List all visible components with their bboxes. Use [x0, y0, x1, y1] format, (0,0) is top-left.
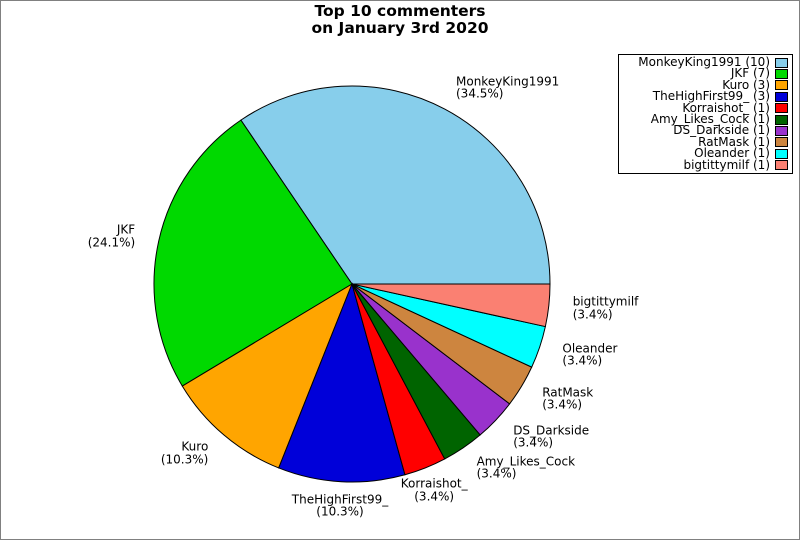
- legend-item-label: Kuro (3): [722, 77, 770, 92]
- pie-slice-Kuro: [181, 282, 354, 469]
- chart-title-line1: Top 10 commenters: [314, 2, 486, 20]
- slice-label-percent: (3.4%): [414, 489, 455, 504]
- pie-slice-bigtittymilf: [351, 283, 551, 328]
- legend-item-label: Oleander (1): [694, 146, 770, 161]
- chart-title-line2: on January 3rd 2020: [311, 18, 489, 37]
- legend-item-bigtittymilf: bigtittymilf (1): [621, 157, 788, 172]
- slice-label-TheHighFirst99_: TheHighFirst99_ (10.3%): [292, 493, 388, 518]
- legend-item-Kuro: Kuro (3): [621, 77, 788, 92]
- slice-label-name: RatMask: [542, 385, 594, 399]
- legend-swatch: [775, 148, 788, 159]
- legend-swatch: [775, 114, 788, 125]
- slice-label-name: bigtittymilf: [572, 294, 639, 309]
- slice-label-Korraishot_: Korraishot_ (3.4%): [401, 478, 468, 503]
- slice-label-MonkeyKing1991: MonkeyKing1991 (34.5%): [456, 75, 559, 100]
- slice-label-percent: (34.5%): [456, 86, 504, 101]
- pie-slice-TheHighFirst99_: [278, 282, 406, 483]
- slice-label-percent: (10.3%): [316, 504, 364, 519]
- legend-swatch: [775, 80, 788, 91]
- slice-label-DS_Darkside: DS_Darkside (3.4%): [513, 424, 589, 449]
- slice-label-name: DS_Darkside: [513, 423, 590, 438]
- chart-title: Top 10 commenters on January 3rd 2020: [0, 3, 800, 36]
- slice-label-name: Korraishot_: [400, 476, 468, 491]
- slice-label-name: TheHighFirst99_: [291, 492, 389, 507]
- legend-item-RatMask: RatMask (1): [621, 134, 788, 149]
- slice-label-name: Oleander: [562, 341, 618, 356]
- slice-label-RatMask: RatMask (3.4%): [542, 386, 593, 411]
- legend-item-Korraishot_: Korraishot_ (1): [621, 100, 788, 115]
- slice-label-bigtittymilf: bigtittymilf (3.4%): [572, 294, 639, 321]
- slice-label-name: Amy_Likes_Cock: [476, 454, 576, 469]
- slice-label-percent: (3.4%): [476, 466, 517, 481]
- slice-label-name: Kuro: [181, 439, 209, 454]
- legend-item-Oleander: Oleander (1): [621, 146, 788, 161]
- legend-item-JKF: JKF (7): [621, 66, 788, 81]
- legend: MonkeyKing1991 (10) JKF (7) Kuro (3) TheHig…: [618, 54, 793, 174]
- slice-label-percent: (10.3%): [160, 452, 209, 467]
- legend-item-MonkeyKing1991: MonkeyKing1991 (10): [621, 55, 788, 69]
- legend-item-label: JKF (7): [730, 66, 770, 81]
- legend-item-label: Korraishot_ (1): [682, 100, 770, 115]
- legend-item-label: RatMask (1): [698, 134, 770, 149]
- slice-label-percent: (3.4%): [513, 435, 554, 450]
- pie-slice-JKF: [153, 119, 353, 387]
- legend-swatch: [775, 57, 788, 68]
- legend-swatch: [775, 103, 788, 114]
- legend-item-label: MonkeyKing1991 (10): [638, 55, 770, 69]
- legend-item-label: Amy_Likes_Cock (1): [650, 111, 770, 126]
- legend-swatch: [775, 137, 788, 148]
- legend-swatch: [775, 91, 788, 102]
- slice-label-percent: (24.1%): [87, 235, 136, 250]
- legend-item-Amy_Likes_Cock: Amy_Likes_Cock (1): [621, 111, 788, 126]
- legend-swatch: [775, 160, 788, 171]
- legend-item-DS_Darkside: DS_Darkside (1): [621, 123, 788, 138]
- legend-item-TheHighFirst99_: TheHighFirst99_ (3): [621, 89, 788, 104]
- slice-label-percent: (3.4%): [562, 353, 603, 368]
- slice-label-Kuro: Kuro (10.3%): [161, 441, 208, 466]
- legend-item-label: TheHighFirst99_ (3): [652, 89, 770, 104]
- legend-swatch: [775, 126, 788, 137]
- slice-label-JKF: JKF (24.1%): [88, 224, 135, 249]
- slice-label-percent: (3.4%): [572, 307, 613, 321]
- slice-label-name: MonkeyKing1991: [456, 74, 560, 89]
- slice-label-percent: (3.4%): [542, 397, 583, 412]
- legend-item-label: DS_Darkside (1): [673, 123, 770, 138]
- slice-label-name: JKF: [116, 222, 136, 237]
- legend-swatch: [775, 69, 788, 80]
- pie-slice-MonkeyKing1991: [240, 85, 551, 285]
- slice-label-Amy_Likes_Cock: Amy_Likes_Cock (3.4%): [477, 455, 575, 480]
- legend-item-label: bigtittymilf (1): [683, 157, 770, 172]
- slice-label-Oleander: Oleander (3.4%): [562, 342, 617, 367]
